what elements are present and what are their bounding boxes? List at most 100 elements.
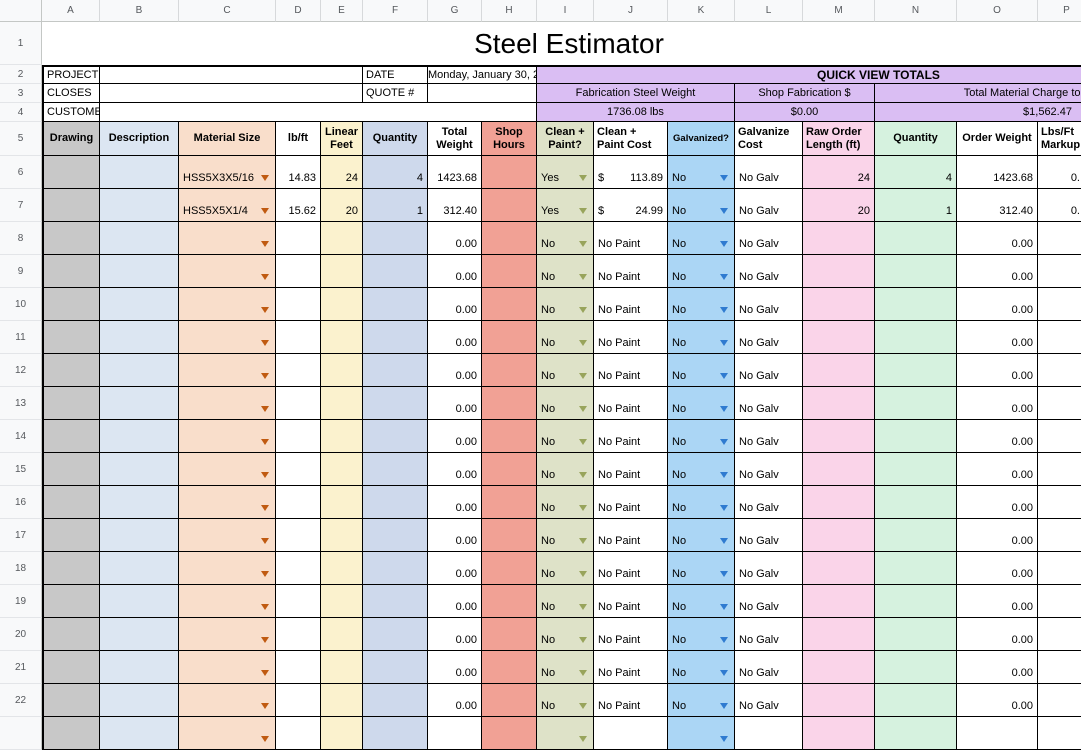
cell-order-quantity[interactable] (875, 618, 957, 651)
cell-shop-hours[interactable] (482, 618, 537, 651)
cell-description[interactable] (100, 618, 179, 651)
cell-drawing[interactable] (42, 618, 100, 651)
corner-cell[interactable] (0, 0, 42, 22)
cell-galvanize-cost[interactable]: No Galv (735, 552, 803, 585)
column-letter-j[interactable]: J (594, 0, 668, 22)
cell-quantity[interactable] (363, 684, 428, 717)
cell-lbs-ft-markup[interactable] (1038, 420, 1081, 453)
cell-shop-hours[interactable] (482, 189, 537, 222)
clean-paint-dropdown-icon[interactable] (579, 571, 587, 577)
material-dropdown-icon[interactable] (261, 472, 269, 478)
cell-lbs-ft-markup[interactable] (1038, 651, 1081, 684)
cell-raw-order-length[interactable] (803, 288, 875, 321)
cell-galvanize-cost[interactable]: No Galv (735, 651, 803, 684)
column-letter-e[interactable]: E (321, 0, 363, 22)
cell-clean-paint-cost[interactable] (594, 717, 668, 750)
total-material-charge-value-cell[interactable]: $1,562.47 (875, 103, 1081, 122)
cell-drawing[interactable] (42, 420, 100, 453)
cell-description[interactable] (100, 486, 179, 519)
clean-paint-dropdown-icon[interactable] (579, 439, 587, 445)
cell-quantity[interactable] (363, 552, 428, 585)
clean-paint-dropdown-icon[interactable] (579, 175, 587, 181)
galvanized-dropdown-icon[interactable] (720, 175, 728, 181)
cell-order-quantity[interactable] (875, 321, 957, 354)
material-dropdown-icon[interactable] (261, 571, 269, 577)
column-letter-f[interactable]: F (363, 0, 428, 22)
cell-material-size[interactable] (179, 684, 276, 717)
cell-lbs-ft-markup[interactable]: 0. (1038, 189, 1081, 222)
material-dropdown-icon[interactable] (261, 736, 269, 742)
cell-quantity[interactable] (363, 255, 428, 288)
cell-total-weight[interactable]: 0.00 (428, 519, 482, 552)
cell-galvanize-cost[interactable] (735, 717, 803, 750)
cell-linear-feet[interactable] (321, 255, 363, 288)
cell-description[interactable] (100, 519, 179, 552)
header-galvanized[interactable]: Galvanized? (668, 122, 735, 156)
header-shop-hours[interactable]: Shop Hours (482, 122, 537, 156)
cell-drawing[interactable] (42, 486, 100, 519)
row-number[interactable]: 2 (0, 65, 42, 84)
cell-lbs-ft-markup[interactable] (1038, 453, 1081, 486)
cell-order-weight[interactable]: 0.00 (957, 321, 1038, 354)
cell-galvanized[interactable]: No (668, 453, 735, 486)
cell-raw-order-length[interactable] (803, 684, 875, 717)
cell-galvanize-cost[interactable]: No Galv (735, 255, 803, 288)
row-number[interactable]: 1 (0, 22, 42, 65)
cell-drawing[interactable] (42, 717, 100, 750)
cell-linear-feet[interactable] (321, 684, 363, 717)
cell-clean-paint-cost[interactable]: No Paint (594, 552, 668, 585)
cell-lb-ft[interactable]: 15.62 (276, 189, 321, 222)
cell-material-size[interactable] (179, 354, 276, 387)
cell-galvanized[interactable]: No (668, 618, 735, 651)
cell-quantity[interactable] (363, 354, 428, 387)
cell-order-weight[interactable]: 0.00 (957, 618, 1038, 651)
cell-galvanize-cost[interactable]: No Galv (735, 519, 803, 552)
cell-order-quantity[interactable] (875, 684, 957, 717)
cell-material-size[interactable] (179, 618, 276, 651)
cell-galvanize-cost[interactable]: No Galv (735, 288, 803, 321)
cell-clean-paint[interactable]: No (537, 585, 594, 618)
cell-linear-feet[interactable] (321, 486, 363, 519)
galvanized-dropdown-icon[interactable] (720, 571, 728, 577)
cell-drawing[interactable] (42, 189, 100, 222)
cell-material-size[interactable] (179, 288, 276, 321)
clean-paint-dropdown-icon[interactable] (579, 505, 587, 511)
clean-paint-dropdown-icon[interactable] (579, 703, 587, 709)
galvanized-dropdown-icon[interactable] (720, 604, 728, 610)
cell-shop-hours[interactable] (482, 486, 537, 519)
cell-description[interactable] (100, 684, 179, 717)
cell-drawing[interactable] (42, 453, 100, 486)
cell-total-weight[interactable]: 0.00 (428, 651, 482, 684)
cell-order-weight[interactable]: 0.00 (957, 684, 1038, 717)
cell-clean-paint-cost[interactable]: No Paint (594, 288, 668, 321)
cell-linear-feet[interactable] (321, 618, 363, 651)
cell-galvanized[interactable]: No (668, 321, 735, 354)
cell-material-size[interactable] (179, 453, 276, 486)
row-number[interactable]: 19 (0, 585, 42, 618)
cell-clean-paint-cost[interactable]: $ 24.99 (594, 189, 668, 222)
cell-clean-paint[interactable]: No (537, 288, 594, 321)
cell-raw-order-length[interactable] (803, 255, 875, 288)
cell-quantity[interactable] (363, 585, 428, 618)
header-order-quantity[interactable]: Quantity (875, 122, 957, 156)
cell-lb-ft[interactable] (276, 321, 321, 354)
shop-fabrication-label-cell[interactable]: Shop Fabrication $ (735, 84, 875, 103)
cell-shop-hours[interactable] (482, 651, 537, 684)
cell-raw-order-length[interactable] (803, 222, 875, 255)
cell-order-quantity[interactable] (875, 519, 957, 552)
column-letter-i[interactable]: I (537, 0, 594, 22)
cell-raw-order-length[interactable] (803, 453, 875, 486)
row-number[interactable]: 9 (0, 255, 42, 288)
cell-lbs-ft-markup[interactable]: 0. (1038, 156, 1081, 189)
cell-order-weight[interactable]: 0.00 (957, 453, 1038, 486)
row-number[interactable]: 10 (0, 288, 42, 321)
cell-raw-order-length[interactable] (803, 717, 875, 750)
clean-paint-dropdown-icon[interactable] (579, 538, 587, 544)
clean-paint-dropdown-icon[interactable] (579, 637, 587, 643)
cell-linear-feet[interactable]: 20 (321, 189, 363, 222)
cell-galvanized[interactable]: No (668, 552, 735, 585)
cell-lbs-ft-markup[interactable] (1038, 222, 1081, 255)
galvanized-dropdown-icon[interactable] (720, 307, 728, 313)
cell-shop-hours[interactable] (482, 420, 537, 453)
cell-lb-ft[interactable] (276, 651, 321, 684)
